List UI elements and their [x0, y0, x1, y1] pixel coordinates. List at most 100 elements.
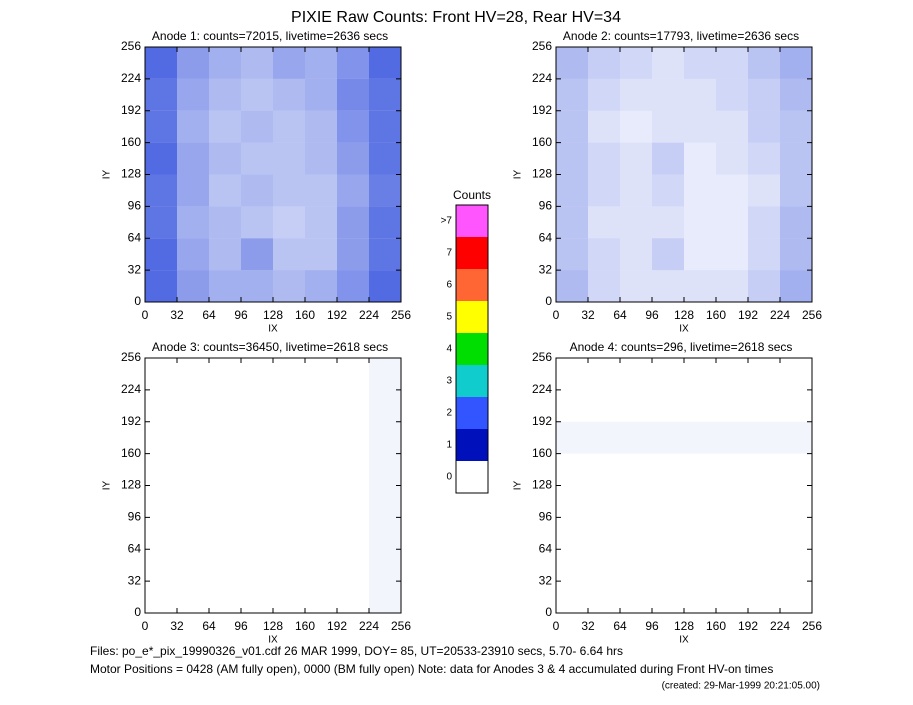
y-tick-label: 160	[121, 446, 141, 460]
colorbar-swatch	[456, 365, 488, 397]
y-tick-label: 64	[128, 541, 142, 555]
heat-cell	[780, 454, 812, 486]
heat-cell	[684, 517, 716, 549]
y-tick-label: 64	[539, 541, 553, 555]
heat-cell	[241, 486, 273, 518]
heat-cell	[369, 270, 401, 302]
y-tick-label: 192	[121, 414, 141, 428]
x-tick-label: 256	[391, 619, 411, 633]
heat-cell	[273, 549, 305, 581]
y-axis-label: IY	[513, 480, 524, 490]
heat-cell	[145, 47, 177, 79]
heat-cell	[620, 47, 652, 79]
heat-cell	[716, 390, 748, 422]
heat-cell	[337, 110, 369, 143]
heat-cell	[556, 238, 588, 271]
heat-cell	[588, 110, 620, 143]
heat-cell	[716, 517, 748, 549]
heat-cell	[305, 486, 337, 518]
heat-cell	[369, 142, 401, 175]
colorbar-label: 0	[446, 472, 452, 483]
y-tick-label: 96	[128, 199, 142, 213]
y-tick-label: 160	[532, 135, 552, 149]
heat-cell	[241, 206, 273, 239]
heat-cell	[588, 47, 620, 79]
colorbar-swatch	[456, 237, 488, 269]
heat-cell	[716, 549, 748, 581]
y-tick-label: 224	[121, 382, 141, 396]
heat-cell	[337, 390, 369, 422]
colorbar-frame	[455, 204, 489, 494]
y-tick-label: 128	[121, 478, 141, 492]
heat-cell	[684, 142, 716, 175]
heat-cell	[556, 142, 588, 175]
heat-cell	[145, 581, 177, 613]
heat-cell	[588, 390, 620, 422]
heat-cell	[780, 270, 812, 302]
heat-cell	[273, 358, 305, 390]
heat-cell	[209, 78, 241, 111]
heat-cell	[684, 581, 716, 613]
heat-cell	[684, 358, 716, 390]
x-tick-label: 0	[553, 619, 560, 633]
heat-cell	[716, 486, 748, 518]
heat-cell	[337, 549, 369, 581]
heat-cell	[780, 78, 812, 111]
heat-cell	[369, 421, 401, 454]
panel-title: Anode 3: counts=36450, livetime=2618 sec…	[152, 340, 388, 354]
heat-cell	[652, 78, 684, 111]
heat-cell	[177, 390, 209, 422]
heat-cell	[273, 110, 305, 143]
heat-cell	[556, 390, 588, 422]
x-axis-label: IX	[268, 635, 278, 646]
heat-cell	[588, 486, 620, 518]
heat-cell	[209, 549, 241, 581]
panel-title: Anode 4: counts=296, livetime=2618 secs	[570, 340, 793, 354]
heat-cell	[748, 549, 780, 581]
y-tick-label: 128	[532, 167, 552, 181]
heat-cell	[337, 238, 369, 271]
heat-cell	[241, 581, 273, 613]
heat-cell	[748, 486, 780, 518]
heat-cell	[369, 47, 401, 79]
x-axis-label: IX	[679, 324, 689, 335]
heat-cell	[273, 238, 305, 271]
heat-cell	[748, 358, 780, 390]
heat-cell	[305, 110, 337, 143]
heat-cell	[177, 142, 209, 175]
heat-cell	[652, 421, 684, 454]
x-tick-label: 32	[170, 308, 184, 322]
x-tick-label: 32	[581, 619, 595, 633]
heat-cell	[273, 270, 305, 302]
y-tick-label: 32	[128, 262, 142, 276]
heat-cell	[620, 110, 652, 143]
heat-cell	[369, 485, 401, 518]
heat-cell	[273, 174, 305, 207]
heat-cell	[273, 454, 305, 486]
heat-cell	[209, 422, 241, 454]
x-tick-label: 32	[581, 308, 595, 322]
heat-cell	[305, 517, 337, 549]
heat-cell	[305, 47, 337, 79]
heat-cell	[748, 390, 780, 422]
heat-cell	[588, 238, 620, 271]
heat-cell	[652, 486, 684, 518]
x-tick-label: 64	[202, 308, 216, 322]
heat-cell	[273, 486, 305, 518]
x-tick-label: 0	[142, 619, 149, 633]
heat-cell	[556, 110, 588, 143]
heat-cell	[177, 78, 209, 111]
heat-cell	[748, 454, 780, 486]
panel-title: Anode 1: counts=72015, livetime=2636 sec…	[152, 29, 388, 43]
heat-cell	[305, 390, 337, 422]
heat-cell	[145, 270, 177, 302]
heat-cell	[337, 454, 369, 486]
colorbar-swatch	[456, 429, 488, 461]
y-tick-label: 160	[121, 135, 141, 149]
heat-cell	[684, 174, 716, 207]
x-tick-label: 128	[263, 619, 283, 633]
colorbar-label: 4	[446, 344, 452, 355]
heat-cell	[684, 270, 716, 302]
panel-title: Anode 2: counts=17793, livetime=2636 sec…	[563, 29, 799, 43]
heat-cell	[620, 581, 652, 613]
